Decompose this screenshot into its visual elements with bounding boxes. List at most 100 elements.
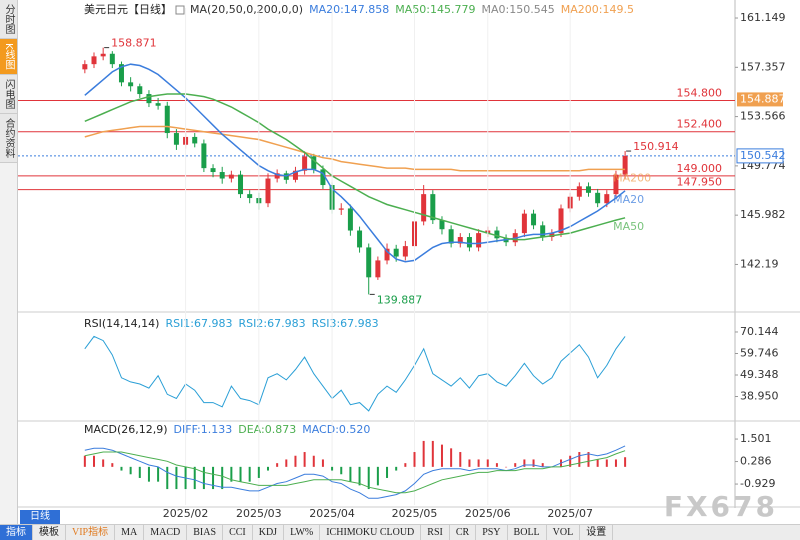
macd-bar <box>376 466 379 486</box>
candle-body <box>558 208 564 234</box>
macd-bar <box>505 466 508 468</box>
header-text: MA200:149.5 <box>561 3 634 16</box>
side-tab[interactable]: K线图 <box>0 39 17 75</box>
macd-bar <box>138 466 141 478</box>
macd-line <box>84 445 626 499</box>
toolbar-tab[interactable]: MACD <box>144 525 188 540</box>
candle-body <box>265 178 271 204</box>
candle-body <box>531 213 537 226</box>
candle-body <box>173 133 179 145</box>
toolbar-tab[interactable]: 指标 <box>0 525 33 540</box>
candle-body <box>366 247 372 278</box>
candle-body <box>595 192 601 204</box>
macd-bar <box>248 466 251 482</box>
toolbar-tab[interactable]: VIP指标 <box>66 525 116 540</box>
candle-body <box>201 143 207 169</box>
macd-bar <box>450 448 453 467</box>
x-tick-label: 2025/03 <box>236 507 282 520</box>
candle-body <box>146 94 152 104</box>
macd-bar <box>285 459 288 467</box>
panel-title: 美元日元【日线】 <box>84 2 172 16</box>
macd-bar <box>477 459 480 467</box>
macd-bar <box>239 466 242 482</box>
macd-bar <box>294 455 297 467</box>
macd-bar <box>230 466 233 482</box>
candle-body <box>247 194 253 199</box>
macd-bar <box>514 463 517 467</box>
candle-body <box>576 186 582 197</box>
x-tick-label: 2025/05 <box>392 507 438 520</box>
annotation: 150.914 <box>633 140 679 153</box>
toolbar-tab[interactable]: MA <box>115 525 145 540</box>
macd-bar <box>193 466 196 490</box>
macd-bar <box>440 444 443 467</box>
macd-bar <box>404 463 407 467</box>
header-text: MACD:0.520 <box>302 423 370 436</box>
macd-bar <box>175 466 178 490</box>
side-tab[interactable]: 分时图 <box>0 0 17 39</box>
candle-body <box>311 156 317 170</box>
panel-title: RSI(14,14,14) <box>84 317 159 330</box>
macd-bar <box>532 459 535 467</box>
toolbar-tab[interactable]: KDJ <box>253 525 285 540</box>
macd-bar <box>147 466 150 482</box>
toolbar-tab[interactable]: 模板 <box>33 525 66 540</box>
period-button[interactable]: 日线 <box>20 510 60 524</box>
macd-bar <box>257 466 260 478</box>
toolbar-tab[interactable]: RSI <box>421 525 450 540</box>
candle-body <box>338 208 344 210</box>
chart-area: 美元日元【日线】 MA(20,50,0,200,0,0) MA20:147.858 M… <box>18 0 800 523</box>
toolbar-tab[interactable]: ICHIMOKU CLOUD <box>320 525 422 540</box>
x-tick-label: 2025/07 <box>547 507 593 520</box>
candle-body <box>347 208 353 231</box>
toolbar-tab[interactable]: CCI <box>223 525 253 540</box>
header-text: MA0:150.545 <box>482 3 555 16</box>
toolbar-tab[interactable]: BOLL <box>508 525 547 540</box>
candle-body <box>219 172 225 179</box>
y-tick-label: 70.144 <box>740 325 779 338</box>
macd-bar <box>386 466 389 478</box>
side-tab[interactable]: 闪电图 <box>0 74 17 114</box>
level-label: 152.400 <box>677 118 723 131</box>
toolbar-tab[interactable]: CR <box>450 525 477 540</box>
candle-body <box>302 156 308 171</box>
candle-body <box>238 174 244 195</box>
candle-body <box>457 237 463 244</box>
candle-body <box>274 173 280 179</box>
toolbar-tab[interactable]: BIAS <box>187 525 224 540</box>
candle-body <box>357 230 363 248</box>
macd-bar <box>93 455 96 467</box>
y-tick-label: 0.286 <box>740 455 772 468</box>
macd-bar <box>276 463 279 467</box>
macd-bar <box>523 459 526 467</box>
header-text: DIFF:1.133 <box>174 423 233 436</box>
header-text: RSI3:67.983 <box>312 317 379 330</box>
macd-bar <box>166 466 169 490</box>
toolbar-tab[interactable]: LW% <box>284 525 321 540</box>
macd-bar <box>395 466 398 471</box>
macd-line <box>84 450 626 494</box>
header-text: MA50:145.779 <box>395 3 475 16</box>
toolbar-tab[interactable]: 设置 <box>580 525 614 540</box>
macd-bar <box>541 463 544 467</box>
y-tick-label: 1.501 <box>740 432 772 445</box>
ma-label: MA20 <box>613 193 644 206</box>
ma-marker-label: 154.887 <box>740 92 786 105</box>
macd-bar <box>212 466 215 490</box>
x-tick-label: 2025/04 <box>309 507 355 520</box>
candle-body <box>430 194 436 221</box>
ma-line <box>84 93 626 241</box>
candle-body <box>228 174 234 179</box>
toolbar-tab[interactable]: PSY <box>476 525 508 540</box>
macd-bar <box>569 455 572 467</box>
candle-body <box>521 213 527 234</box>
candle-body <box>476 233 482 248</box>
candle-body <box>100 53 106 57</box>
header-text: RSI1:67.983 <box>165 317 232 330</box>
annotation: 139.887 <box>377 293 423 306</box>
side-tab[interactable]: 合约资料 <box>0 113 17 163</box>
macd-bar <box>303 452 306 467</box>
toolbar-tab[interactable]: VOL <box>547 525 581 540</box>
header-text: DEA:0.873 <box>238 423 296 436</box>
